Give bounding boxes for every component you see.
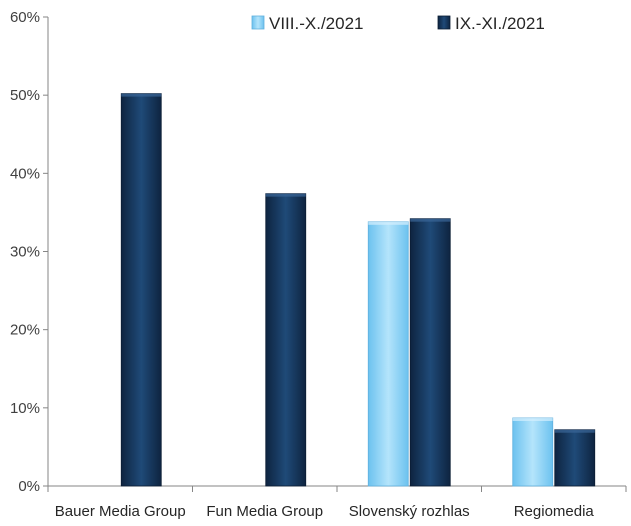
- y-tick-label: 60%: [10, 9, 40, 26]
- x-tick-label: Fun Media Group: [206, 503, 323, 520]
- y-tick-label: 0%: [18, 478, 40, 495]
- y-tick-label: 30%: [10, 244, 40, 261]
- legend-swatch: [437, 15, 451, 30]
- legend: VIII.-X./2021 IX.-XI./2021: [251, 14, 545, 33]
- y-tick-label: 20%: [10, 322, 40, 339]
- y-tick-label: 40%: [10, 165, 40, 182]
- y-tick-label: 50%: [10, 87, 40, 104]
- bar-top-cap: [265, 193, 306, 197]
- bar-ix-xi-2021: [265, 193, 307, 487]
- bar-top-cap: [410, 218, 451, 222]
- bar-top-cap: [121, 93, 162, 97]
- legend-label: VIII.-X./2021: [269, 14, 364, 33]
- x-tick-label: Slovenský rozhlas: [349, 503, 470, 520]
- y-tick-label: 10%: [10, 400, 40, 417]
- x-tick-label: Bauer Media Group: [55, 503, 186, 520]
- bar-viii-x-2021: [512, 417, 554, 487]
- bar-ix-xi-2021: [409, 218, 451, 487]
- bar-viii-x-2021: [367, 221, 409, 487]
- bars: [120, 93, 596, 487]
- category-labels: Bauer Media Group Fun Media Group Slovensk…: [55, 503, 595, 520]
- bar-top-cap: [512, 417, 553, 421]
- legend-swatch: [251, 15, 265, 30]
- legend-label: IX.-XI./2021: [455, 14, 545, 33]
- bar-ix-xi-2021: [120, 93, 162, 487]
- bar-top-cap: [554, 429, 595, 433]
- x-tick-label: Regiomedia: [514, 503, 595, 520]
- bar-top-cap: [368, 221, 409, 225]
- bar-ix-xi-2021: [554, 429, 596, 487]
